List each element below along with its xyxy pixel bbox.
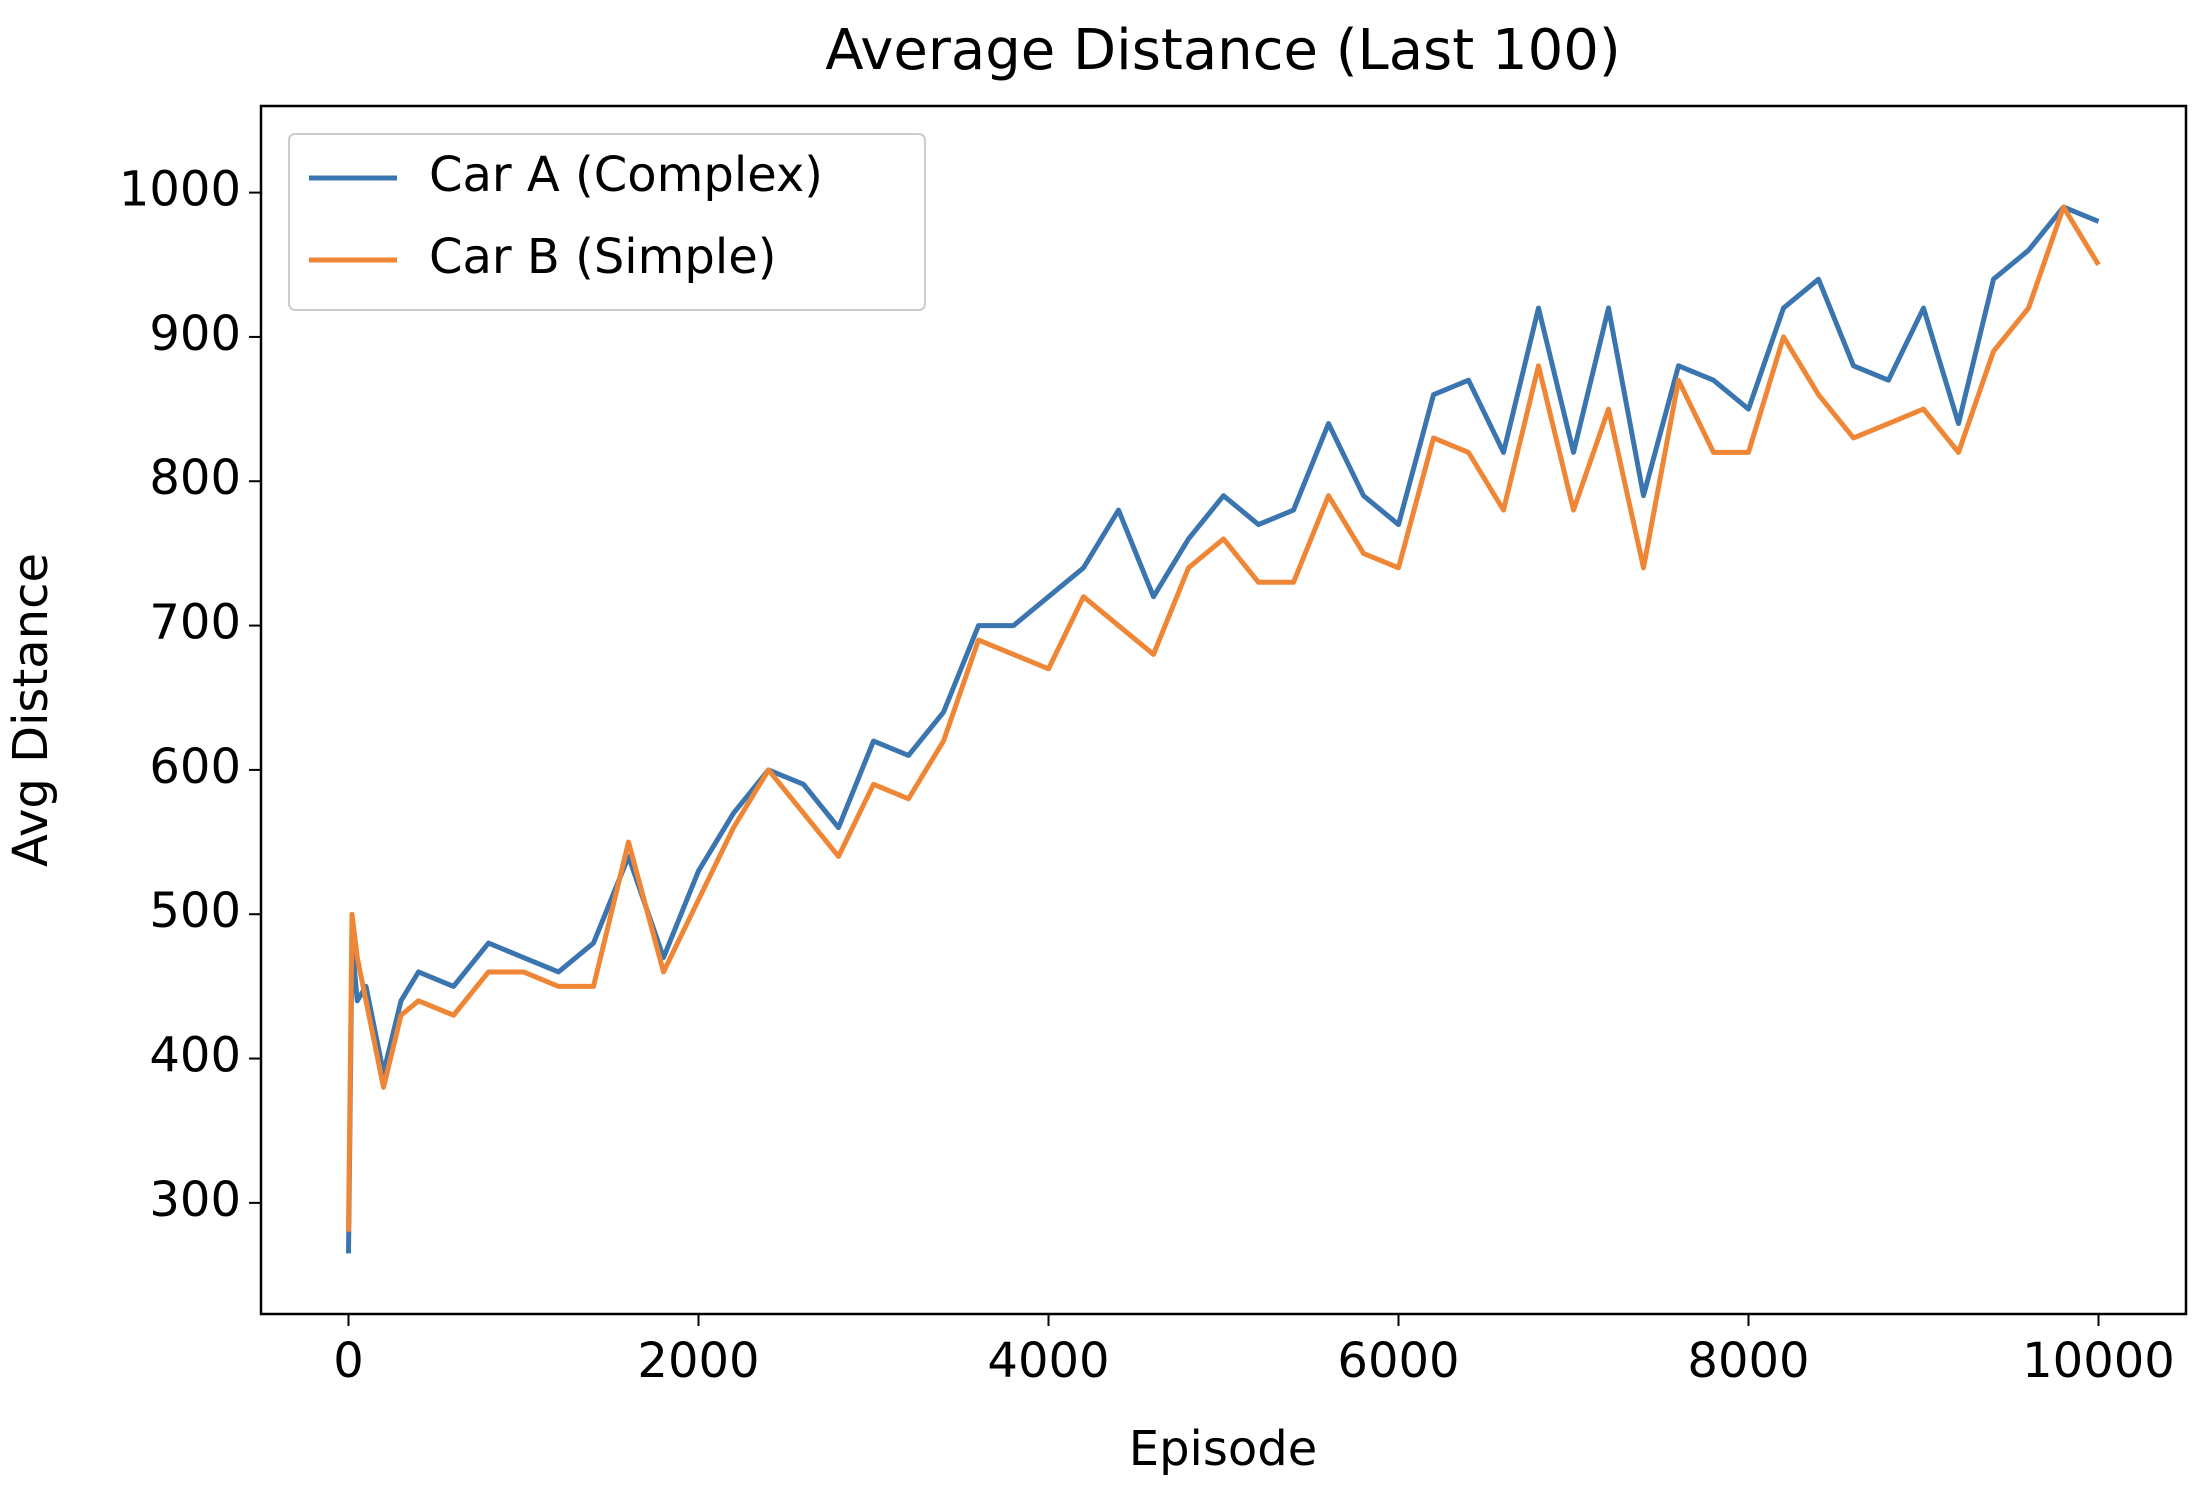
- legend-box: [288, 133, 926, 311]
- y-tick-label: 800: [149, 450, 241, 506]
- y-tick-label: 1000: [119, 162, 241, 218]
- series-line: [346, 204, 2100, 1254]
- x-tick-label: 2000: [637, 1333, 759, 1389]
- y-tick-label: 500: [149, 883, 241, 939]
- legend-label: Car A (Complex): [429, 147, 823, 203]
- series-line: [346, 204, 2101, 1232]
- x-tick-label: 4000: [987, 1333, 1109, 1389]
- legend-label: Car B (Simple): [429, 229, 776, 285]
- y-axis-label: Avg Distance: [3, 553, 59, 867]
- x-tick-label: 10000: [2022, 1333, 2175, 1389]
- y-tick-label: 600: [149, 739, 241, 795]
- x-tick-label: 6000: [1337, 1333, 1459, 1389]
- y-tick-label: 300: [149, 1172, 241, 1228]
- plot-frame: [259, 104, 2188, 1316]
- x-tick-label: 8000: [1687, 1333, 1809, 1389]
- chart-title: Average Distance (Last 100): [825, 18, 1620, 83]
- y-tick-label: 400: [149, 1028, 241, 1084]
- x-axis-label: Episode: [1129, 1421, 1318, 1477]
- y-tick-label: 900: [149, 306, 241, 362]
- x-tick-label: 0: [333, 1333, 364, 1389]
- y-tick-label: 700: [149, 595, 241, 651]
